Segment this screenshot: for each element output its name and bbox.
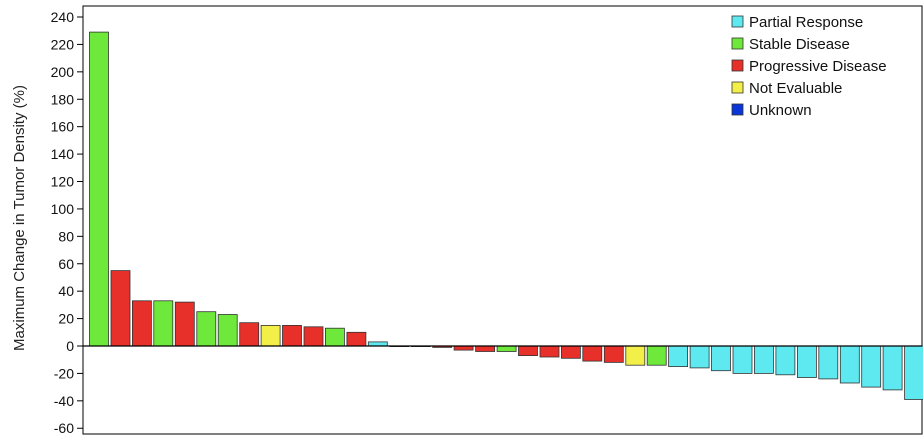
y-tick-label: 80 [58,228,74,244]
bar [196,311,217,347]
y-tick-label: 200 [51,64,75,80]
bar [89,31,109,347]
bar [174,301,195,347]
y-tick-label: 20 [58,311,74,327]
bar [346,331,367,347]
bar [496,345,517,352]
legend-label: Progressive Disease [749,58,887,75]
legend-label: Not Evaluable [749,80,842,97]
bar [689,345,710,369]
legend-swatch [731,37,744,50]
bar [839,345,860,384]
y-tick-label: 0 [66,338,74,354]
plot-frame [82,5,923,435]
bar [260,324,281,347]
legend-label: Stable Disease [749,36,850,53]
legend-swatch [731,15,744,28]
y-tick-label: 220 [51,36,75,52]
bar [625,345,646,366]
bar [732,345,753,374]
bar [131,300,152,347]
bars-group [89,31,923,400]
y-tick-label: 120 [51,174,75,190]
y-axis-title: Maximum Change in Tumor Density (%) [11,85,28,351]
bar [668,345,688,368]
y-axis: 240220200180160140120100806040200-20-40-… [51,9,83,436]
y-tick-label: 180 [51,91,75,107]
bar [303,326,324,347]
bar [475,345,496,352]
bar [797,345,817,378]
bar [217,314,238,347]
legend-swatch [731,59,744,72]
bar [282,324,302,347]
y-tick-label: 40 [58,283,74,299]
bar [518,345,538,357]
bar [603,345,624,363]
legend-swatch [731,103,744,116]
y-tick-label: -40 [54,393,74,409]
legend-label: Partial Response [749,14,863,31]
bar [818,345,839,380]
bar [882,345,903,391]
bar [324,327,345,347]
bar [239,322,260,347]
bar [646,345,667,366]
legend-label: Unknown [749,102,812,119]
bar [539,345,560,358]
bar [153,300,174,347]
y-tick-label: -60 [54,420,74,436]
bar [561,345,581,359]
legend-swatch [731,81,744,94]
y-tick-label: 140 [51,146,75,162]
bar [711,345,731,372]
bar [754,345,774,374]
legend: Partial Response Stable Disease Progressiv… [731,14,887,119]
y-tick-label: 240 [51,9,75,25]
bar [110,270,131,347]
bar [861,345,882,388]
y-tick-label: 60 [58,256,74,272]
y-tick-label: 160 [51,119,75,135]
bar [775,345,796,376]
y-tick-label: 100 [51,201,75,217]
bar [582,345,603,362]
bar [904,345,923,400]
y-tick-label: -20 [54,365,74,381]
